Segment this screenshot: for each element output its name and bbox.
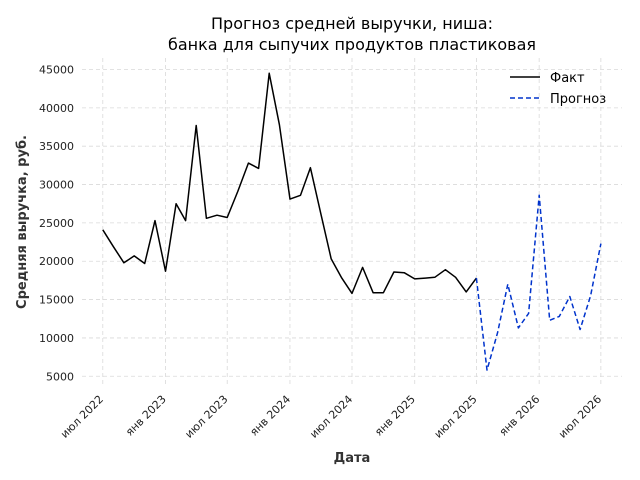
y-tick-label: 35000: [39, 140, 74, 153]
chart-title-line2: банка для сыпучих продуктов пластиковая: [168, 35, 536, 54]
series-lines: [102, 72, 602, 371]
y-tick-label: 10000: [39, 332, 74, 345]
x-tick-label: июл 2024: [307, 393, 355, 441]
x-tick-label: июл 2022: [58, 393, 106, 441]
legend-label-fact: Факт: [550, 71, 585, 86]
x-axis-ticks: июл 2022 янв 2023 июл 2023 янв 2024 июл 2024…: [58, 393, 604, 441]
y-tick-label: 20000: [39, 255, 74, 268]
x-tick-label: янв 2024: [247, 393, 293, 439]
y-tick-label: 45000: [39, 64, 74, 77]
series-line-fact: [102, 72, 478, 295]
y-tick-label: 5000: [46, 370, 74, 383]
y-axis-label: Средняя выручка, руб.: [15, 135, 30, 309]
chart-title-line1: Прогноз средней выручки, ниша:: [211, 14, 493, 33]
legend: Факт Прогноз: [510, 71, 606, 107]
legend-label-forecast: Прогноз: [550, 92, 606, 107]
y-axis-ticks: 5000 10000 15000 20000 25000 30000 35000 40000 4…: [39, 64, 74, 384]
x-tick-label: янв 2026: [497, 393, 543, 439]
x-tick-label: июл 2023: [182, 393, 230, 441]
x-tick-label: янв 2023: [123, 393, 169, 439]
x-tick-label: июл 2025: [432, 393, 480, 441]
y-tick-label: 30000: [39, 179, 74, 192]
y-tick-label: 15000: [39, 294, 74, 307]
x-tick-label: янв 2025: [372, 393, 418, 439]
y-tick-label: 25000: [39, 217, 74, 230]
y-tick-label: 40000: [39, 102, 74, 115]
x-axis-label: Дата: [334, 451, 371, 466]
grid: [82, 58, 622, 387]
x-tick-label: июл 2026: [556, 393, 604, 441]
series-line-forecast: [475, 194, 602, 371]
